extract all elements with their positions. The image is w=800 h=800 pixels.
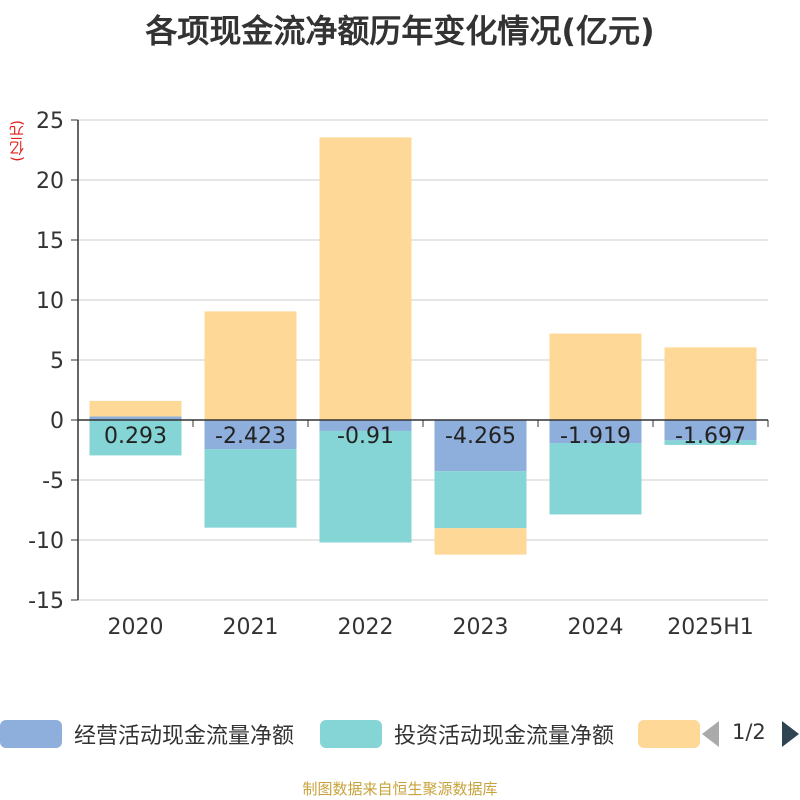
data-label-operating: -1.697	[675, 424, 746, 449]
bar-series0-2023	[434, 420, 527, 472]
legend-label-operating: 经营活动现金流量净额	[74, 724, 295, 749]
x-category-label: 2021	[223, 615, 279, 640]
legend-item-operating[interactable]: 经营活动现金流量净额	[0, 716, 294, 752]
legend-next-page-icon[interactable]	[782, 721, 799, 747]
y-tick-label: -15	[28, 589, 64, 614]
bar-series1-2020	[89, 420, 182, 456]
legend-swatch-financing	[638, 720, 700, 748]
y-tick-label: -5	[42, 469, 64, 494]
x-category-label: 2025H1	[667, 615, 754, 640]
data-source-note: 制图数据来自恒生聚源数据库	[302, 780, 498, 798]
legend-swatch-operating	[0, 720, 62, 748]
legend-swatch-investing	[320, 720, 382, 748]
bar-series0-2025H1	[664, 420, 757, 441]
bar-series1-2021	[204, 449, 297, 528]
y-tick-label: 15	[36, 229, 64, 254]
bar-series0-2024	[549, 420, 642, 444]
bar-series0-2022	[319, 420, 412, 431]
legend-item-financing[interactable]	[638, 716, 700, 752]
y-tick-label: 10	[36, 289, 64, 314]
legend-item-investing[interactable]: 投资活动现金流量净额	[320, 716, 614, 752]
x-category-label: 2022	[338, 615, 394, 640]
chart-title: 各项现金流净额历年变化情况(亿元)	[145, 12, 655, 50]
y-tick-label: 20	[36, 169, 64, 194]
x-category-label: 2024	[568, 615, 624, 640]
x-category-label: 2020	[108, 615, 164, 640]
bar-series2-2020	[89, 400, 182, 417]
y-tick-label: 0	[50, 409, 64, 434]
bar-series2-2023	[434, 528, 527, 555]
data-label-operating: 0.293	[104, 424, 167, 449]
y-tick-label: 5	[50, 349, 64, 374]
bar-series1-2024	[549, 443, 642, 515]
legend-page-indicator: 1/2	[732, 720, 766, 744]
data-label-operating: -0.91	[337, 424, 394, 449]
bar-series2-2022	[319, 137, 412, 420]
bar-series2-2021	[204, 311, 297, 420]
data-label-operating: -4.265	[445, 424, 516, 449]
legend-pager: 1/2	[700, 718, 800, 750]
x-category-label: 2023	[453, 615, 509, 640]
bar-series2-2024	[549, 333, 642, 420]
data-label-operating: -1.919	[560, 424, 631, 449]
bar-series2-2025H1	[664, 347, 757, 420]
data-label-operating: -2.423	[215, 424, 286, 449]
bar-series1-2025H1	[664, 440, 757, 445]
y-tick-label: -10	[28, 529, 64, 554]
bar-series1-2022	[319, 430, 412, 543]
bar-series0-2021	[204, 420, 297, 450]
bar-series1-2023	[434, 471, 527, 529]
legend-prev-page-icon[interactable]	[702, 721, 719, 747]
legend-label-investing: 投资活动现金流量净额	[394, 724, 615, 749]
bar-series0-2020	[89, 416, 182, 420]
y-tick-label: 25	[36, 109, 64, 134]
